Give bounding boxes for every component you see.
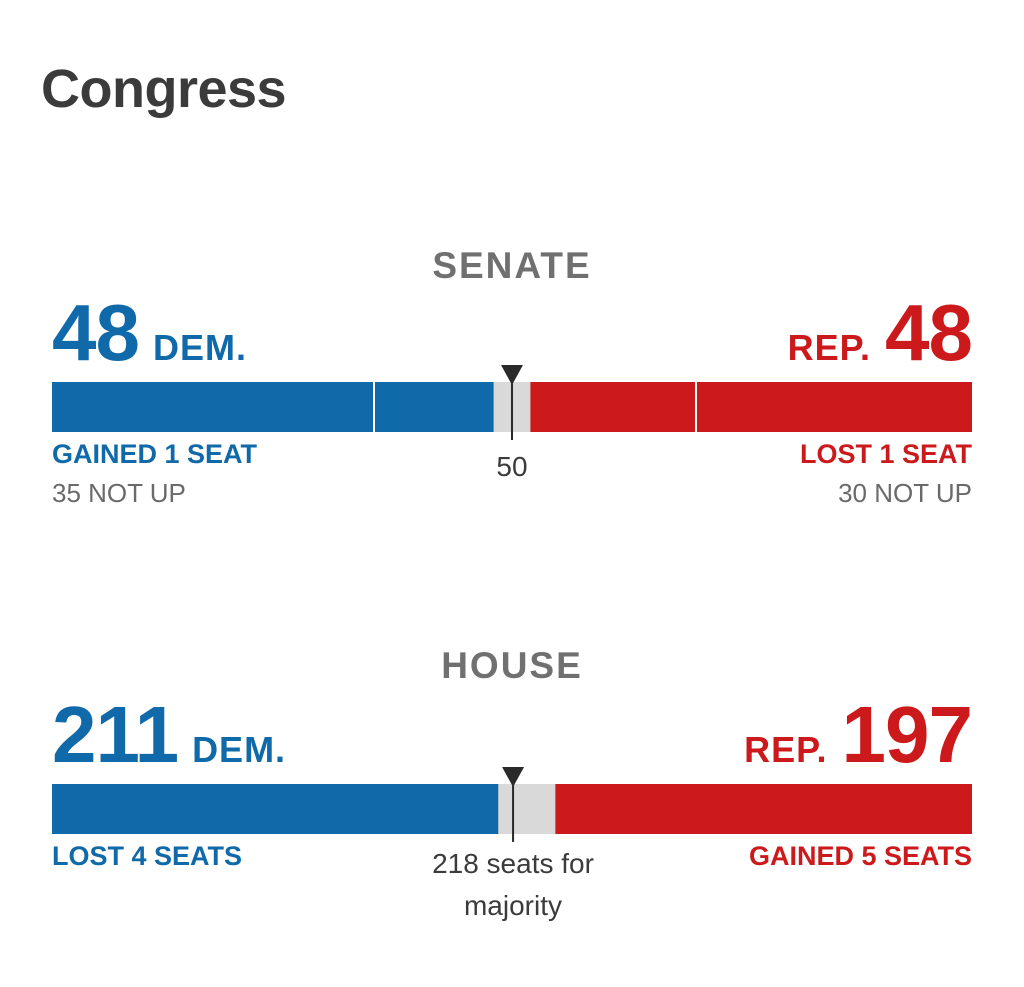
house-rep-header: REP. 197 <box>744 695 973 775</box>
house-rep-label: REP. <box>744 729 828 770</box>
house-majority-marker-icon <box>502 767 525 787</box>
senate-dem-seats: 48 <box>52 288 140 377</box>
house-seat-bar <box>52 767 972 842</box>
house-majority-label: 218 seats for majority <box>432 848 594 921</box>
senate-rep-change: LOST 1 SEAT <box>799 439 972 469</box>
senate-rep-label: REP. <box>787 327 872 368</box>
house-dem-bar <box>52 784 499 834</box>
house-rep-bar <box>555 784 972 834</box>
house-dem-change: LOST 4 SEATS <box>52 841 243 871</box>
senate-dem-bar <box>52 382 494 432</box>
house-dem-label: DEM. <box>192 729 287 770</box>
senate-rep-seats: 48 <box>885 288 973 377</box>
house-title: HOUSE <box>441 645 583 686</box>
house-rep-change: GAINED 5 SEATS <box>748 841 972 871</box>
house-rep-seats: 197 <box>841 690 973 779</box>
house-dem-seats: 211 <box>52 690 179 779</box>
senate-rep-header: REP. 48 <box>787 293 973 373</box>
senate-dem-change: GAINED 1 SEAT <box>52 439 258 469</box>
senate-majority-label: 50 <box>496 451 528 482</box>
house-dem-header: 211 DEM. <box>52 695 286 775</box>
senate-rep-bar <box>530 382 972 432</box>
senate-seat-bar <box>52 365 972 440</box>
senate-majority-marker-icon <box>501 365 523 385</box>
page-title: Congress <box>41 59 287 119</box>
senate-rep-not-up: 30 NOT UP <box>838 478 972 508</box>
senate-dem-not-up: 35 NOT UP <box>52 478 186 508</box>
senate-dem-header: 48 DEM. <box>52 293 247 373</box>
senate-title: SENATE <box>432 245 592 286</box>
senate-dem-label: DEM. <box>152 327 247 368</box>
